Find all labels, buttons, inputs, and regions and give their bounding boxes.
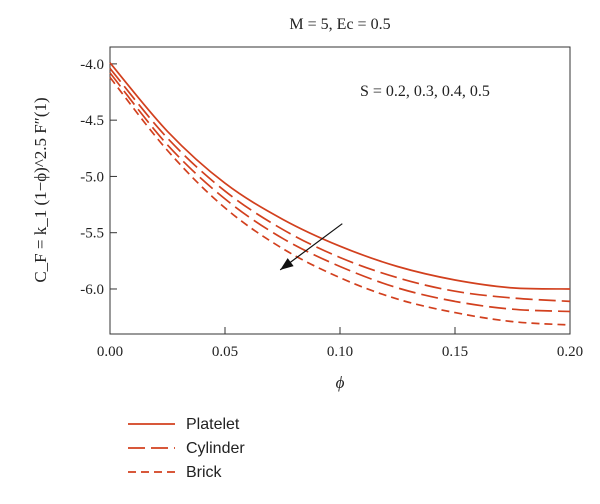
- series-line-cylinder: [109, 67, 571, 303]
- direction-arrow: [279, 223, 343, 271]
- parameter-annotation: S = 0.2, 0.3, 0.4, 0.5: [360, 83, 490, 100]
- y-tick-label: -4.0: [80, 57, 104, 73]
- chart-legend: Platelet Cylinder Brick: [128, 416, 245, 481]
- axis-ticks: 0.00 0.05 0.10 0.15 0.20 -4.0 -4.5 -5.0 -5.5 -6.0: [80, 57, 583, 360]
- legend-label-brick: Brick: [186, 464, 223, 481]
- x-tick-label: 0.15: [442, 344, 468, 360]
- y-axis-label: C_F = k_1 (1−ϕ)^2.5 F″(1): [31, 97, 50, 282]
- plot-frame: [109, 46, 571, 335]
- arrow-head: [280, 258, 294, 270]
- x-tick-label: 0.00: [97, 344, 123, 360]
- y-tick-label: -5.0: [80, 169, 104, 185]
- x-tick-label: 0.20: [557, 344, 583, 360]
- y-tick-label: -5.5: [80, 226, 104, 242]
- legend-label-platelet: Platelet: [186, 416, 240, 433]
- series-line-platelet: [109, 62, 571, 290]
- series-lines: [109, 62, 571, 326]
- series-line-unlabeled-2: [109, 72, 571, 313]
- legend-label-cylinder: Cylinder: [186, 440, 245, 457]
- series-line-brick: [109, 76, 571, 326]
- x-tick-label: 0.10: [327, 344, 353, 360]
- x-tick-label: 0.05: [212, 344, 238, 360]
- x-axis-label: ϕ: [336, 373, 345, 392]
- y-tick-label: -4.5: [80, 113, 104, 129]
- y-tick-label: -6.0: [80, 282, 104, 298]
- chart-title: M = 5, Ec = 0.5: [289, 16, 390, 33]
